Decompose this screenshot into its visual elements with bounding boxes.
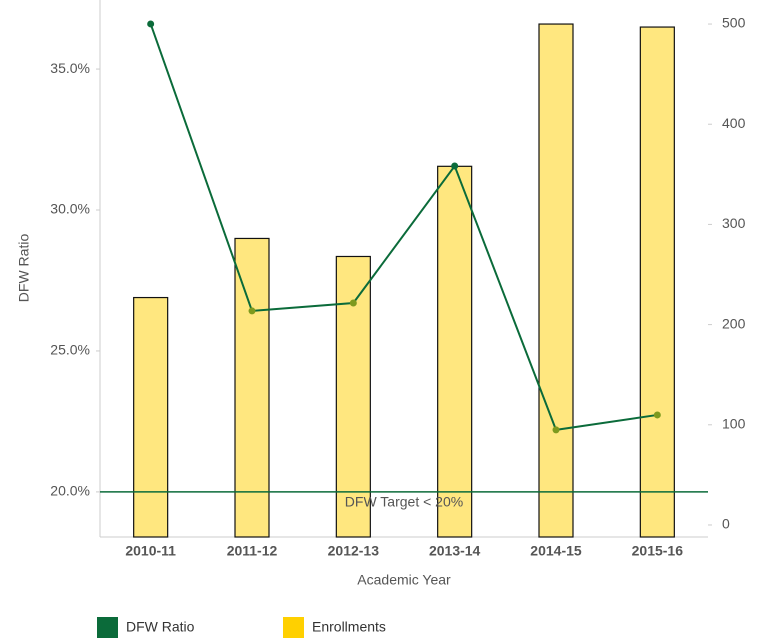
y-tick-label: 30.0% — [50, 201, 90, 217]
bar — [234, 237, 270, 538]
y2-tick-label: 300 — [722, 215, 746, 231]
y2-tick-label: 200 — [722, 315, 746, 331]
x-tick-label: 2012-13 — [328, 543, 380, 559]
line-point — [552, 426, 560, 434]
y2-tick-label: 500 — [722, 15, 746, 31]
legend-swatch — [97, 617, 118, 638]
y-tick-label: 25.0% — [50, 342, 90, 358]
y-axis-label: DFW Ratio — [16, 234, 32, 303]
y2-tick-label: 400 — [722, 115, 746, 131]
target-label: DFW Target < 20% — [345, 494, 463, 510]
x-tick-label: 2015-16 — [632, 543, 684, 559]
legend-label: DFW Ratio — [126, 619, 195, 635]
line-point — [349, 299, 357, 307]
bar — [437, 165, 473, 538]
x-axis-label: Academic Year — [357, 572, 451, 588]
x-tick-label: 2013-14 — [429, 543, 481, 559]
x-tick-label: 2010-11 — [125, 543, 176, 559]
bar — [639, 26, 675, 538]
line-point — [147, 20, 155, 28]
legend-swatch — [283, 617, 304, 638]
line-point — [653, 411, 661, 419]
line-point — [451, 162, 459, 170]
bar — [538, 23, 574, 538]
y2-tick-label: 0 — [722, 516, 730, 532]
line-point — [248, 307, 256, 315]
legend-label: Enrollments — [312, 619, 386, 635]
y2-tick-label: 100 — [722, 415, 746, 431]
bar — [133, 296, 169, 538]
y-tick-label: 20.0% — [50, 483, 90, 499]
y-tick-label: 35.0% — [50, 60, 90, 76]
x-tick-label: 2014-15 — [530, 543, 582, 559]
line — [149, 23, 658, 431]
x-tick-label: 2011-12 — [227, 543, 278, 559]
